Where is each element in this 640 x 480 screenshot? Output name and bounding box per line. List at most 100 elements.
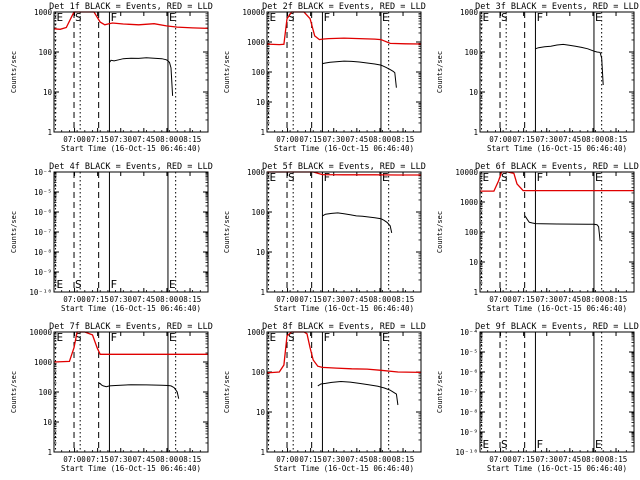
events-series-line (524, 215, 601, 242)
x-tick-label: 07:45 (346, 295, 369, 304)
marker-label: E (169, 331, 176, 344)
x-axis-label: Start Time (16-Oct-15 06:46:40) (274, 304, 414, 313)
marker-label: E (270, 11, 277, 24)
panel-title: Det 2f BLACK = Events, RED = LLD (262, 2, 426, 12)
x-tick-label: 07:00 (63, 135, 86, 144)
marker-label: S (75, 331, 82, 344)
x-tick-label: 08:15 (179, 455, 202, 464)
marker-label: F (110, 331, 117, 344)
marker-label: F (536, 171, 543, 184)
y-tick-label: 10⁻⁶ (460, 368, 478, 377)
x-tick-label: 08:15 (605, 135, 628, 144)
marker-label: E (595, 11, 602, 24)
x-tick-label: 07:00 (276, 135, 299, 144)
y-tick-label: 1000 (247, 168, 266, 177)
x-axis-label: Start Time (16-Oct-15 06:46:40) (61, 144, 201, 153)
y-tick-label: 10000 (455, 168, 478, 177)
x-tick-label: 07:15 (299, 455, 322, 464)
y-tick-label: 1 (47, 128, 52, 137)
y-tick-label: 1 (473, 288, 478, 297)
marker-label: E (483, 11, 490, 24)
y-tick-label: 10000 (242, 8, 265, 17)
y-tick-label: 10⁻⁸ (460, 408, 478, 417)
marker-label: E (169, 278, 176, 291)
marker-label: S (501, 171, 508, 184)
plot-frame (479, 331, 635, 453)
detector-panel-5: Det 5f BLACK = Events, RED = LLD 07:00 07:… (223, 162, 426, 313)
y-axis-label: Counts/sec (10, 51, 18, 93)
marker-label: S (501, 438, 508, 451)
y-tick-label: 10⁻⁹ (460, 428, 478, 437)
y-tick-label: 1 (47, 448, 52, 457)
x-axis-label: Start Time (16-Oct-15 06:46:40) (487, 464, 627, 473)
marker-label: E (57, 331, 64, 344)
panel-title: Det 3f BLACK = Events, RED = LLD (475, 2, 639, 12)
y-tick-label: 10000 (29, 328, 52, 337)
y-tick-label: 100 (38, 388, 52, 397)
events-series-line (98, 382, 180, 399)
y-axis-label: Counts/sec (223, 211, 231, 253)
plot-frame (479, 171, 635, 293)
marker-label: F (536, 11, 543, 24)
y-tick-label: 10⁻⁶ (34, 208, 52, 217)
x-tick-label: 08:00 (582, 135, 605, 144)
events-series-line (322, 60, 397, 88)
y-tick-label: 100 (464, 48, 478, 57)
y-tick-label: 100 (251, 368, 265, 377)
x-tick-label: 07:45 (559, 135, 582, 144)
y-axis-label: Counts/sec (436, 51, 444, 93)
x-tick-label: 08:00 (369, 135, 392, 144)
marker-label: E (483, 171, 490, 184)
panel-title: Det 8f BLACK = Events, RED = LLD (262, 322, 426, 332)
x-tick-label: 07:30 (322, 455, 345, 464)
y-tick-label: 10 (469, 88, 479, 97)
x-axis-label: Start Time (16-Oct-15 06:46:40) (487, 304, 627, 313)
lld-series-line (266, 331, 422, 374)
y-axis-label: Counts/sec (10, 211, 18, 253)
events-series-line (317, 380, 399, 406)
x-axis-label: Start Time (16-Oct-15 06:46:40) (487, 144, 627, 153)
x-tick-label: 07:30 (109, 455, 132, 464)
x-tick-label: 08:15 (605, 455, 628, 464)
lld-series-line (53, 11, 209, 30)
lld-series-line (480, 171, 634, 192)
marker-label: E (483, 438, 490, 451)
marker-label: E (595, 438, 602, 451)
x-tick-label: 07:45 (559, 295, 582, 304)
x-tick-label: 08:00 (369, 295, 392, 304)
marker-label: E (169, 11, 176, 24)
plot-frame (266, 11, 422, 133)
y-axis-label: Counts/sec (223, 371, 231, 413)
x-tick-label: 08:00 (156, 295, 179, 304)
y-tick-label: 10⁻⁴ (460, 328, 478, 337)
x-tick-label: 07:30 (322, 295, 345, 304)
panel-title: Det 5f BLACK = Events, RED = LLD (262, 162, 426, 172)
x-tick-label: 07:30 (322, 135, 345, 144)
x-tick-label: 07:45 (133, 295, 156, 304)
x-tick-label: 08:15 (179, 135, 202, 144)
y-tick-label: 10⁻⁵ (460, 348, 478, 357)
x-tick-label: 07:15 (299, 135, 322, 144)
x-tick-label: 08:00 (156, 135, 179, 144)
marker-label: F (323, 11, 330, 24)
x-tick-label: 07:00 (276, 295, 299, 304)
x-tick-label: 08:00 (369, 455, 392, 464)
marker-label: F (323, 171, 330, 184)
y-tick-label: 1000 (247, 38, 266, 47)
panel-title: Det 7f BLACK = Events, RED = LLD (49, 322, 213, 332)
x-tick-label: 07:00 (276, 455, 299, 464)
y-axis-label: Counts/sec (436, 371, 444, 413)
marker-label: E (57, 11, 64, 24)
y-tick-label: 10 (256, 98, 266, 107)
x-tick-label: 08:15 (392, 295, 415, 304)
x-tick-label: 07:30 (535, 455, 558, 464)
y-tick-label: 10 (256, 248, 266, 257)
y-tick-label: 10⁻⁷ (460, 388, 478, 397)
panel-title: Det 1f BLACK = Events, RED = LLD (49, 2, 213, 12)
x-tick-label: 07:30 (109, 135, 132, 144)
